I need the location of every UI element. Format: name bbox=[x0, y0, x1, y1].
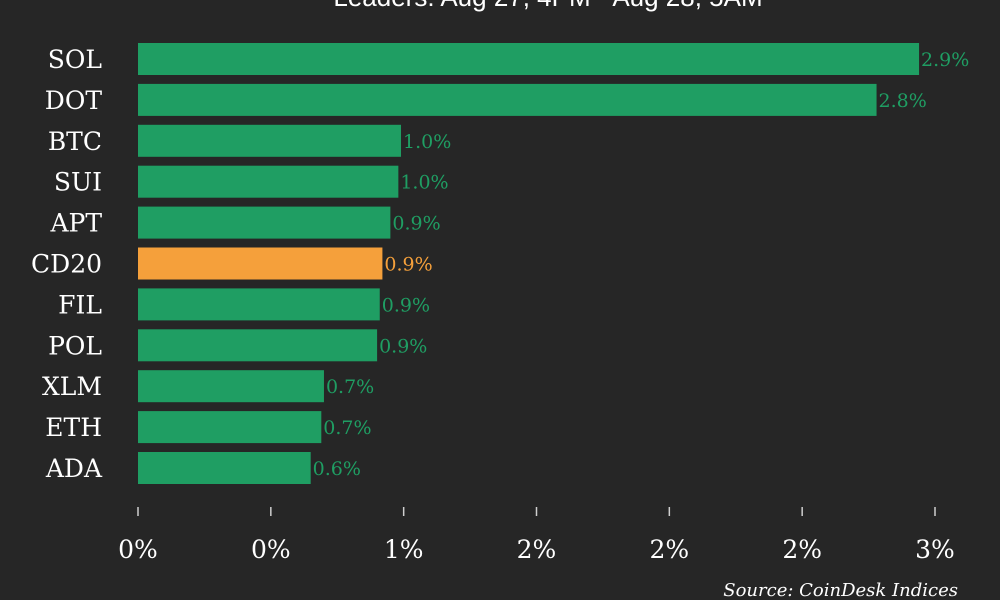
data-label-btc: 1.0% bbox=[403, 131, 451, 153]
category-label-btc: BTC bbox=[48, 127, 102, 156]
data-label-sol: 2.9% bbox=[921, 49, 969, 71]
data-label-sui: 1.0% bbox=[400, 172, 448, 194]
bar-sol bbox=[138, 43, 920, 75]
bar-apt bbox=[138, 206, 391, 239]
category-label-xlm: XLM bbox=[42, 372, 102, 401]
bar-eth bbox=[138, 411, 322, 444]
bar-ada bbox=[138, 452, 311, 484]
category-label-cd20: CD20 bbox=[31, 250, 102, 279]
data-label-eth: 0.7% bbox=[323, 417, 371, 439]
category-label-fil: FIL bbox=[58, 290, 102, 319]
category-label-apt: APT bbox=[49, 209, 102, 238]
category-label-dot: DOT bbox=[45, 86, 103, 115]
category-label-ada: ADA bbox=[45, 454, 103, 483]
bar-dot bbox=[138, 83, 877, 116]
category-label-eth: ETH bbox=[45, 413, 102, 442]
data-label-cd20: 0.9% bbox=[384, 254, 432, 276]
x-tick-label: 2% bbox=[649, 535, 689, 564]
source-note: Source: CoinDesk Indices bbox=[723, 580, 958, 600]
x-tick-label: 3% bbox=[915, 535, 955, 564]
category-label-pol: POL bbox=[48, 331, 102, 360]
data-label-apt: 0.9% bbox=[392, 213, 440, 235]
data-label-ada: 0.6% bbox=[313, 458, 361, 480]
data-label-dot: 2.8% bbox=[879, 90, 927, 112]
x-tick-label: 0% bbox=[251, 535, 291, 564]
category-label-sui: SUI bbox=[54, 168, 102, 197]
bar-pol bbox=[138, 329, 378, 362]
x-tick-label: 0% bbox=[118, 535, 158, 564]
bars-group: SOL 2.9% DOT 2.8% BTC 1.0% SUI 1.0% APT 0.9% CD20 0… bbox=[31, 43, 969, 484]
bar-sui bbox=[138, 165, 399, 198]
bar-xlm bbox=[138, 370, 324, 403]
x-tick-label: 1% bbox=[384, 535, 424, 564]
x-axis: 0% 0% 1% 2% 2% 2% 3% bbox=[118, 507, 955, 564]
bar-cd20 bbox=[138, 247, 383, 280]
bar-fil bbox=[138, 288, 380, 321]
x-tick-label: 2% bbox=[782, 535, 822, 564]
data-label-xlm: 0.7% bbox=[326, 376, 374, 398]
category-label-sol: SOL bbox=[48, 45, 102, 74]
chart-title: Leaders: Aug 27, 4PM - Aug 28, 5AM bbox=[333, 0, 762, 12]
data-label-fil: 0.9% bbox=[382, 294, 430, 316]
data-label-pol: 0.9% bbox=[379, 335, 427, 357]
x-tick-label: 2% bbox=[517, 535, 557, 564]
bar-btc bbox=[138, 124, 402, 157]
